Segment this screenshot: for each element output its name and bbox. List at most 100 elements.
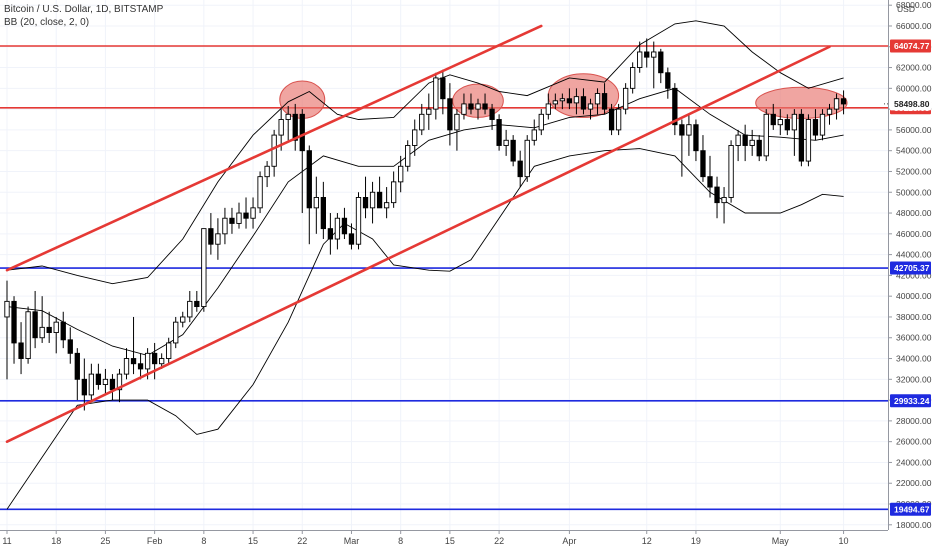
candle[interactable] [594,88,601,115]
last-price-badge[interactable]: 58498.80 [890,97,931,111]
candle[interactable] [299,109,305,214]
candle[interactable] [812,109,819,141]
candle[interactable] [405,140,411,172]
level-badge-support-19494[interactable]: 19494.67 [890,502,931,516]
candle[interactable] [700,135,706,182]
candle[interactable] [644,38,650,68]
candle[interactable] [236,202,242,229]
time-axis[interactable]: 11 18 25 Feb 8 15 22 Mar 8 15 22 Apr 12 19 May 10 [0,530,888,550]
candle[interactable] [116,368,123,403]
candle[interactable] [686,114,692,156]
candle[interactable] [672,83,678,136]
candle[interactable] [215,218,221,260]
candle[interactable] [763,109,769,162]
candle[interactable] [39,296,45,343]
candle[interactable] [88,363,95,401]
candle[interactable] [53,316,59,354]
candle[interactable] [355,192,362,250]
candle[interactable] [538,109,544,136]
candle[interactable] [840,90,847,115]
candle[interactable] [784,114,790,136]
candle[interactable] [46,311,52,343]
candle[interactable] [454,109,460,151]
candle[interactable] [482,93,488,115]
candle[interactable] [341,207,348,240]
candle[interactable] [826,103,833,125]
candle[interactable] [630,62,636,94]
candle[interactable] [264,161,270,188]
candle[interactable] [608,103,615,136]
candle[interactable] [306,145,312,245]
candle[interactable] [137,353,144,380]
candle[interactable] [651,41,657,89]
candle[interactable] [468,93,474,115]
candle[interactable] [742,124,748,162]
candle[interactable] [517,150,523,188]
trend-line-channel-lower[interactable] [5,45,831,443]
candle[interactable] [419,103,425,136]
candle[interactable] [791,109,798,156]
candle[interactable] [32,290,38,349]
candle[interactable] [777,109,783,136]
candle[interactable] [728,140,734,203]
candle[interactable] [665,67,671,99]
candle[interactable] [524,135,530,182]
candle[interactable] [187,290,193,323]
candle[interactable] [4,280,10,380]
candle[interactable] [334,213,341,250]
candle[interactable] [735,129,741,162]
candle[interactable] [208,213,214,255]
candle[interactable] [559,93,566,110]
candle[interactable] [243,197,249,229]
candle[interactable] [433,72,439,120]
candle[interactable] [805,114,812,167]
level-badge-support-29933[interactable]: 29933.24 [890,394,931,408]
candle[interactable] [819,109,826,141]
candle[interactable] [496,114,502,151]
candle[interactable] [18,322,24,375]
candle[interactable] [285,106,291,141]
candle[interactable] [102,368,109,395]
candle[interactable] [383,187,390,219]
level-badge-resistance-64074[interactable]: 64074.77 [890,39,931,53]
candle[interactable] [580,88,587,115]
candle[interactable] [292,103,298,151]
candle[interactable] [180,311,186,328]
candle[interactable] [123,348,130,380]
candle[interactable] [222,207,228,245]
candle[interactable] [679,119,685,177]
candle[interactable] [545,93,551,120]
candle[interactable] [81,358,87,411]
level-badge-support-42705[interactable]: 42705.37 [890,261,931,275]
candle[interactable] [95,363,102,390]
candle[interactable] [714,176,720,219]
candle[interactable] [749,129,755,156]
candle[interactable] [601,83,608,115]
candle[interactable] [707,155,713,198]
candle[interactable] [130,316,137,375]
candle[interactable] [348,223,355,250]
candle[interactable] [756,135,762,162]
candle[interactable] [693,119,699,162]
candle[interactable] [369,181,376,224]
candle[interactable] [398,155,404,193]
candle[interactable] [412,119,418,156]
candle[interactable] [615,103,622,136]
candle[interactable] [11,296,17,364]
candle[interactable] [25,306,31,364]
candle[interactable] [721,187,727,224]
candle[interactable] [461,93,467,120]
candle[interactable] [587,98,594,120]
candle[interactable] [447,83,453,146]
candle[interactable] [173,316,179,349]
candle[interactable] [201,228,207,312]
candle[interactable] [770,103,776,130]
candle[interactable] [637,41,643,73]
candle[interactable] [250,197,256,229]
candle[interactable] [573,88,580,115]
price-axis[interactable]: USD18000.0020000.0022000.0024000.0026000… [888,0,932,550]
candle[interactable] [798,109,805,167]
candle[interactable] [552,93,558,110]
candle[interactable] [194,290,200,312]
